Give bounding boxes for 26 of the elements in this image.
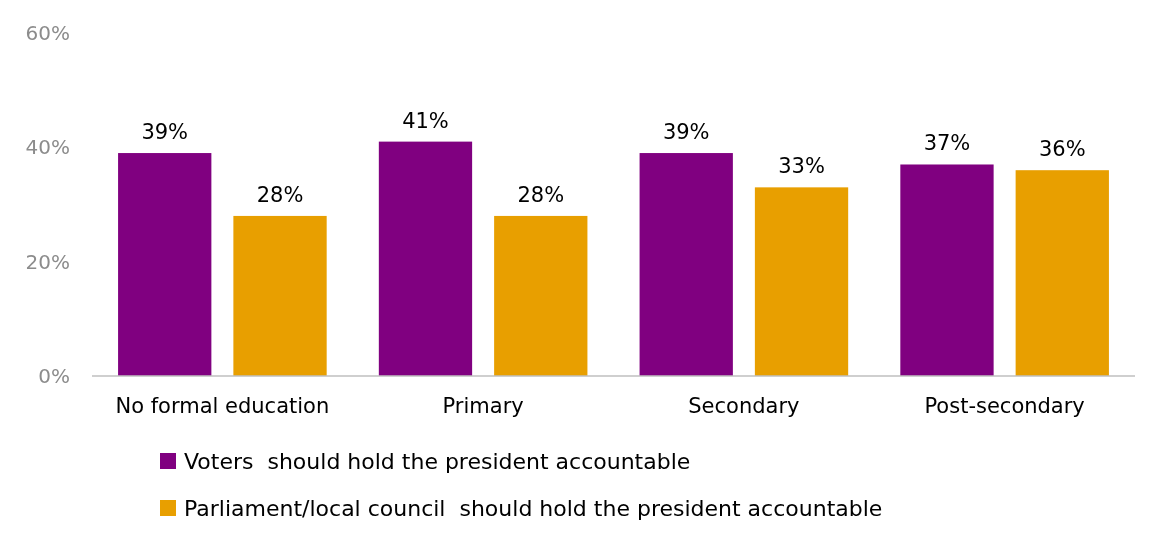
y-tick-label: 60% — [25, 21, 70, 45]
data-label: 39% — [662, 120, 710, 145]
x-tick-label: Primary — [442, 394, 524, 418]
bar — [639, 153, 733, 376]
bar — [118, 153, 212, 376]
data-label: 28% — [256, 182, 304, 207]
data-label: 39% — [141, 120, 189, 145]
bar — [754, 187, 849, 376]
data-label: 37% — [923, 131, 971, 156]
bar — [900, 164, 994, 376]
x-tick-label: Post-secondary — [924, 394, 1085, 418]
bar — [494, 215, 588, 376]
data-label: 33% — [778, 154, 825, 179]
data-label: 36% — [1038, 137, 1086, 162]
x-tick-label: Secondary — [688, 394, 800, 418]
data-label: 28% — [517, 182, 565, 207]
data-label: 41% — [402, 108, 449, 133]
y-tick-label: 0% — [38, 364, 70, 388]
legend-label: Parliament/local council should hold the president accountable — [184, 495, 883, 521]
bar — [233, 215, 327, 376]
legend-label: Voters should hold the president accountable — [184, 448, 691, 474]
bar — [1015, 170, 1109, 376]
bar — [378, 141, 473, 376]
y-tick-label: 40% — [25, 135, 70, 160]
x-tick-label: No formal education — [115, 394, 330, 418]
y-tick-label: 20% — [25, 249, 70, 274]
